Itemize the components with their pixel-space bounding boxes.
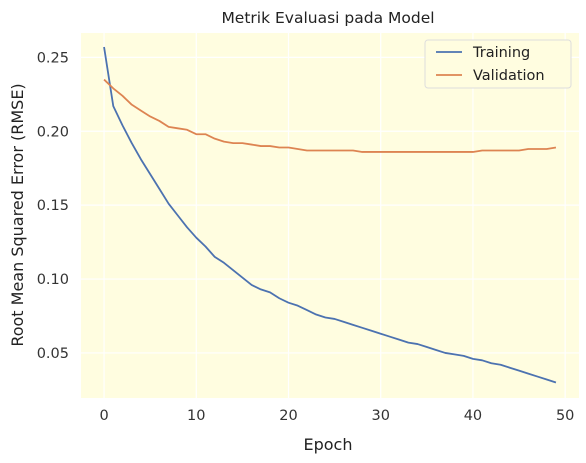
x-tick-label: 10 — [187, 408, 205, 424]
y-tick-label: 0.20 — [37, 124, 69, 140]
series-line-training — [103, 46, 557, 384]
y-tick-label: 0.25 — [37, 50, 69, 66]
x-tick-label: 40 — [464, 408, 482, 424]
series-line-validation — [103, 78, 557, 153]
y-tick-label: 0.05 — [37, 346, 69, 362]
y-tick-label: 0.10 — [37, 272, 69, 288]
legend: Training Validation — [424, 39, 572, 89]
y-axis-label: Root Mean Squared Error (RMSE) — [8, 83, 27, 346]
x-tick-label: 20 — [279, 408, 297, 424]
y-tick-label: 0.15 — [37, 198, 69, 214]
legend-label: Validation — [473, 68, 545, 84]
x-tick-label: 0 — [99, 408, 108, 424]
x-axis-label: Epoch — [304, 435, 353, 454]
series-layer — [103, 46, 557, 384]
x-tick-label: 30 — [371, 408, 389, 424]
x-axis-ticks: 0 10 20 30 40 50 — [99, 408, 574, 424]
y-axis-ticks: 0.05 0.10 0.15 0.20 0.25 — [37, 50, 69, 362]
x-tick-label: 50 — [556, 408, 574, 424]
legend-label: Training — [472, 45, 530, 61]
chart-title: Metrik Evaluasi pada Model — [221, 9, 434, 27]
plot-area — [81, 33, 579, 398]
